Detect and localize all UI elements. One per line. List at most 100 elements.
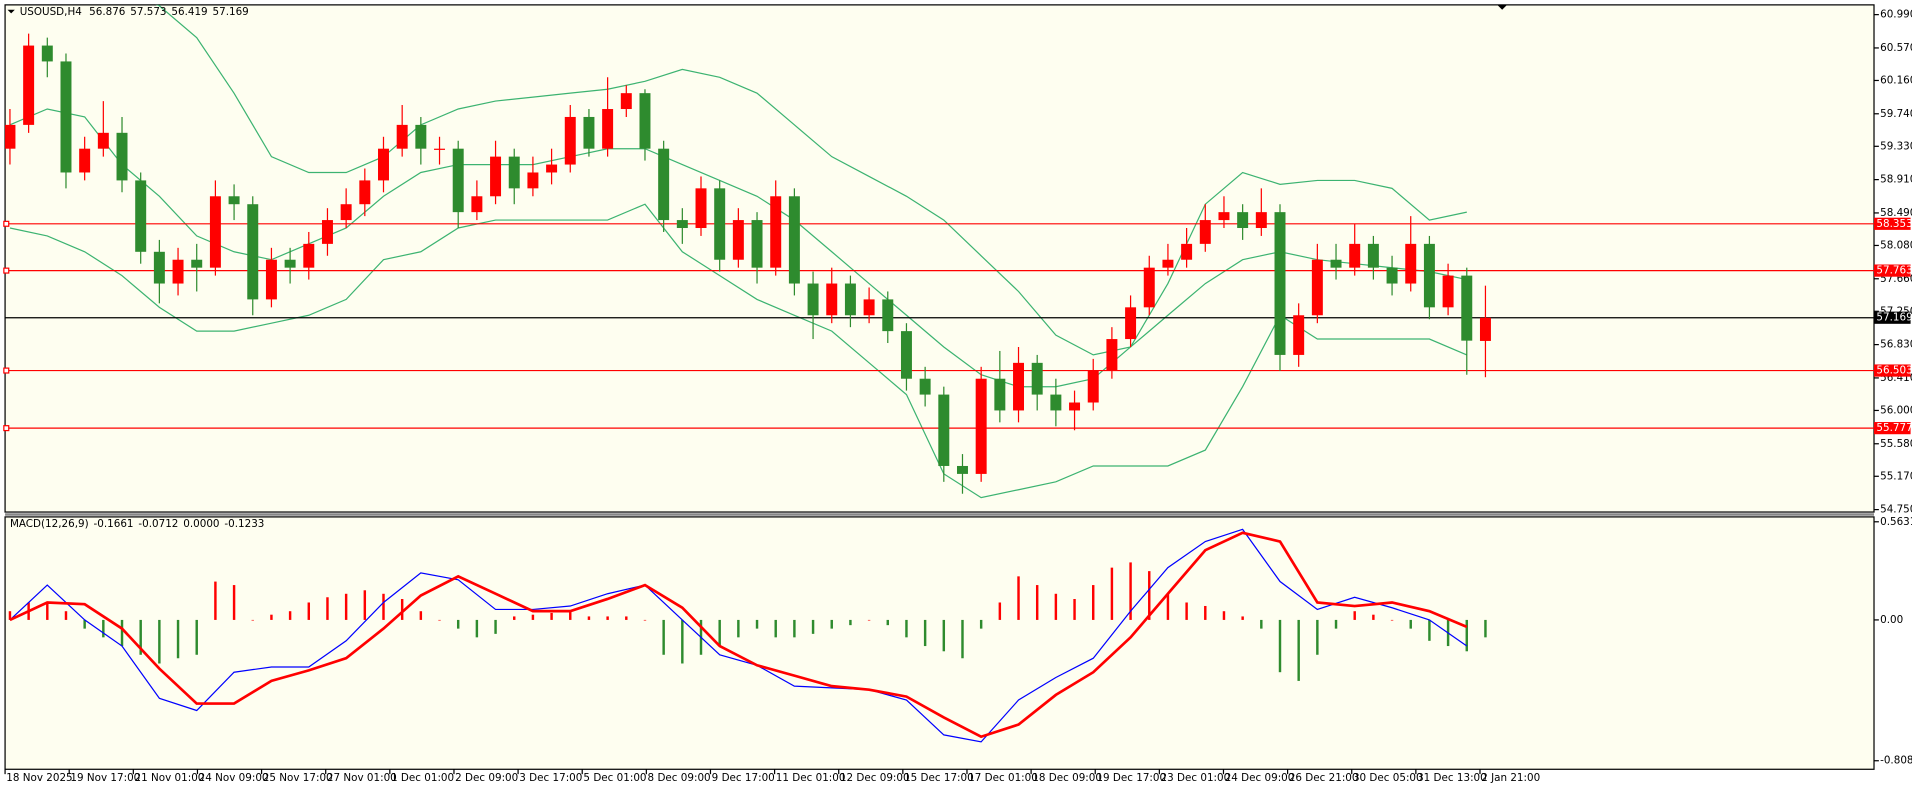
candle-body xyxy=(956,465,968,474)
histogram-bar xyxy=(513,616,516,620)
candle-body xyxy=(23,45,35,125)
x-tick-label: 18 Nov 2025 xyxy=(6,772,72,784)
histogram-bar xyxy=(1241,616,1244,620)
histogram-bar xyxy=(886,619,889,626)
candle-body xyxy=(994,378,1006,411)
candle-body xyxy=(658,148,670,221)
candle-body xyxy=(527,172,539,189)
histogram-bar xyxy=(158,619,161,664)
candle-body xyxy=(247,204,259,300)
x-tick-label: 27 Nov 01:00 xyxy=(327,772,397,784)
histogram-bar xyxy=(849,619,852,626)
histogram-bar xyxy=(382,593,385,620)
candle-body xyxy=(1405,243,1417,284)
x-tick-label: 31 Dec 13:00 xyxy=(1417,772,1487,784)
candle-body xyxy=(1293,315,1305,355)
level-tag xyxy=(1874,422,1911,435)
level-anchor xyxy=(3,267,10,274)
candle-body xyxy=(359,180,371,205)
histogram-bar xyxy=(1110,567,1114,620)
histogram-bar xyxy=(774,619,777,638)
histogram-bar xyxy=(214,581,217,620)
candle-body xyxy=(1349,243,1361,268)
candle-body xyxy=(882,299,894,332)
candle-body xyxy=(434,148,446,150)
candle-body xyxy=(1125,307,1137,340)
histogram-bar xyxy=(737,619,740,638)
candle-body xyxy=(770,196,782,268)
histogram-bar xyxy=(811,619,815,634)
macd-value: 0.0000 xyxy=(183,518,219,530)
close-value: 57.169 xyxy=(213,6,249,18)
y-tick-label: 56.830 xyxy=(1880,339,1912,351)
candle-body xyxy=(900,331,912,379)
candle-body xyxy=(919,378,931,395)
candle-body xyxy=(1069,402,1081,411)
histogram-bar xyxy=(1428,619,1431,641)
histogram-bar xyxy=(755,619,759,629)
histogram-bar xyxy=(139,619,142,655)
x-tick-label: 15 Dec 17:00 xyxy=(904,772,974,784)
y-tick-label: 55.580 xyxy=(1880,438,1912,450)
y-tick-label: 58.490 xyxy=(1880,207,1912,219)
candle-body xyxy=(41,45,53,62)
level-tag xyxy=(1874,217,1911,230)
histogram-bar xyxy=(681,619,684,664)
histogram-bar xyxy=(550,612,553,620)
histogram-bar xyxy=(307,602,311,620)
candle-body xyxy=(321,220,333,244)
histogram-bar xyxy=(961,619,964,659)
candle-body xyxy=(639,93,651,149)
candle-body xyxy=(1461,275,1473,341)
y-tick-label: 58.080 xyxy=(1880,239,1912,251)
y-tick-label: 60.160 xyxy=(1880,74,1912,86)
macd-plot xyxy=(8,528,1487,743)
histogram-bar xyxy=(176,619,180,659)
x-tick-label: 19 Dec 17:00 xyxy=(1096,772,1166,784)
histogram-bar xyxy=(1204,605,1207,620)
y-tick-label: 54.750 xyxy=(1880,504,1912,516)
histogram-bar xyxy=(1409,619,1412,629)
histogram-bar xyxy=(46,602,49,620)
candle-body xyxy=(546,164,558,173)
histogram-bar xyxy=(606,616,609,620)
candle-body xyxy=(975,378,987,474)
candle-body xyxy=(1087,370,1099,403)
candle-body xyxy=(1237,212,1249,229)
histogram-bar xyxy=(1390,619,1394,621)
y-tick-label: 0.00 xyxy=(1880,614,1903,626)
candle-body xyxy=(807,283,819,316)
histogram-bar xyxy=(718,619,721,647)
candle-body xyxy=(714,188,726,260)
histogram-bar xyxy=(251,619,254,621)
histogram-bar xyxy=(288,611,292,620)
x-tick-label: 2 Jan 21:00 xyxy=(1481,772,1540,784)
candle-body xyxy=(1199,220,1211,244)
candle-body xyxy=(303,243,315,268)
histogram-bar xyxy=(625,616,628,620)
histogram-bar xyxy=(475,619,479,638)
x-tick-label: 5 Dec 01:00 xyxy=(583,772,646,784)
histogram-bar xyxy=(979,619,983,629)
histogram-bar xyxy=(438,619,441,621)
candle-body xyxy=(191,259,203,268)
histogram-bar xyxy=(456,619,460,629)
candle-body xyxy=(378,148,389,181)
macd-header: MACD(12,26,9) -0.1661 -0.0712 0.0000 -0.1233 xyxy=(10,518,264,530)
level-tag-label: 55.777 xyxy=(1876,422,1912,434)
histogram-bar xyxy=(867,619,871,621)
histogram-bar xyxy=(531,614,535,620)
histogram-bar xyxy=(923,619,927,647)
y-tick-label: -0.8081 xyxy=(1880,755,1912,767)
histogram-bar xyxy=(587,616,591,620)
candle-body xyxy=(788,196,800,284)
macd-value: -0.0712 xyxy=(138,518,178,530)
histogram-bar xyxy=(83,619,86,629)
histogram-bar xyxy=(1129,562,1132,620)
macd-title: MACD(12,26,9) xyxy=(10,518,89,530)
menu-arrow[interactable] xyxy=(7,9,15,14)
candle-body xyxy=(1255,212,1267,229)
level-anchor xyxy=(3,367,10,374)
high-value: 57.573 xyxy=(130,6,166,18)
